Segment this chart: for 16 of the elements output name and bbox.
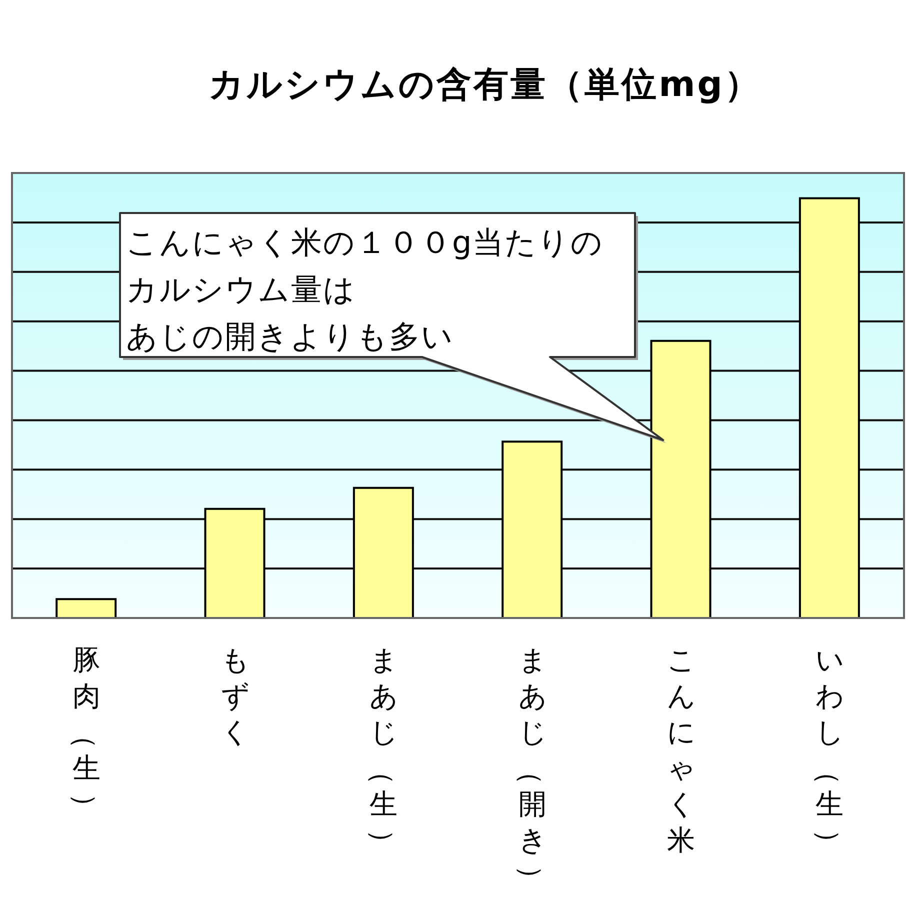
bar	[352, 486, 414, 618]
bar	[56, 598, 117, 618]
chart-title: カルシウムの含有量（単位mg）	[208, 64, 762, 106]
x-tick-label: もずく	[221, 644, 250, 749]
x-tick-label: こんにゃく米	[667, 644, 696, 857]
bar	[502, 440, 563, 618]
x-tick-label: いわし（生）	[812, 644, 846, 857]
x-tick-label: まあじ（開き）	[514, 644, 548, 893]
bar	[204, 508, 266, 618]
annotation: こんにゃく米の１００g当たりの	[126, 225, 604, 261]
x-tick-label: 豚肉（生）	[68, 644, 102, 821]
bar	[650, 340, 712, 618]
bar	[798, 197, 860, 618]
x-tick-label: まあじ（生）	[366, 644, 400, 857]
annotation: あじの開きよりも多い	[126, 319, 454, 355]
annotation: カルシウム量は	[126, 272, 356, 308]
